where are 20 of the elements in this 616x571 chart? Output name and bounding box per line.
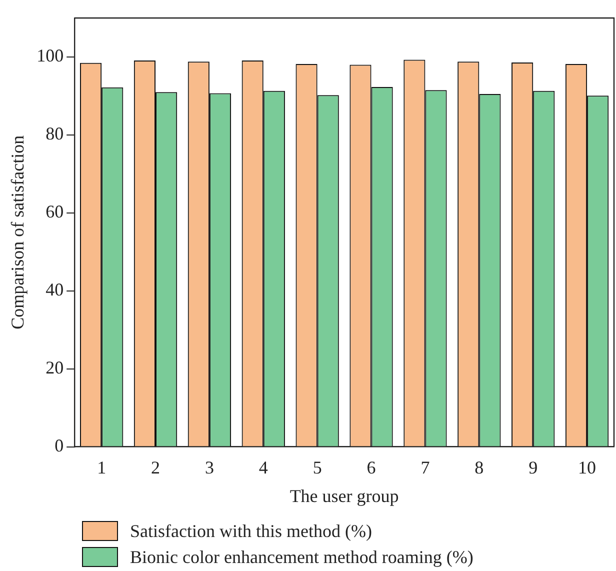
x-tick-label: 9 — [528, 457, 538, 478]
y-tick-label: 80 — [46, 124, 64, 144]
x-tick-label: 4 — [258, 457, 268, 478]
y-axis-title: Comparison of satisfaction — [8, 135, 28, 330]
x-tick-label: 6 — [366, 457, 376, 478]
x-tick-label: 5 — [312, 457, 322, 478]
y-tick-label: 0 — [54, 436, 64, 456]
y-tick-label: 40 — [46, 280, 64, 300]
x-tick-label: 8 — [474, 457, 484, 478]
y-tick-label: 100 — [36, 46, 64, 66]
x-axis-title: The user group — [290, 486, 399, 506]
y-tick-label: 60 — [46, 202, 64, 222]
x-tick-label: 2 — [151, 457, 160, 478]
x-tick-label: 3 — [204, 457, 214, 478]
legend-label: Bionic color enhancement method roaming (%) — [130, 546, 474, 568]
y-tick-label: 20 — [46, 358, 64, 378]
x-tick-label: 7 — [420, 457, 430, 478]
legend-label: Satisfaction with this method (%) — [130, 520, 372, 542]
x-tick-label: 1 — [97, 457, 106, 478]
x-tick-label: 10 — [578, 457, 596, 478]
